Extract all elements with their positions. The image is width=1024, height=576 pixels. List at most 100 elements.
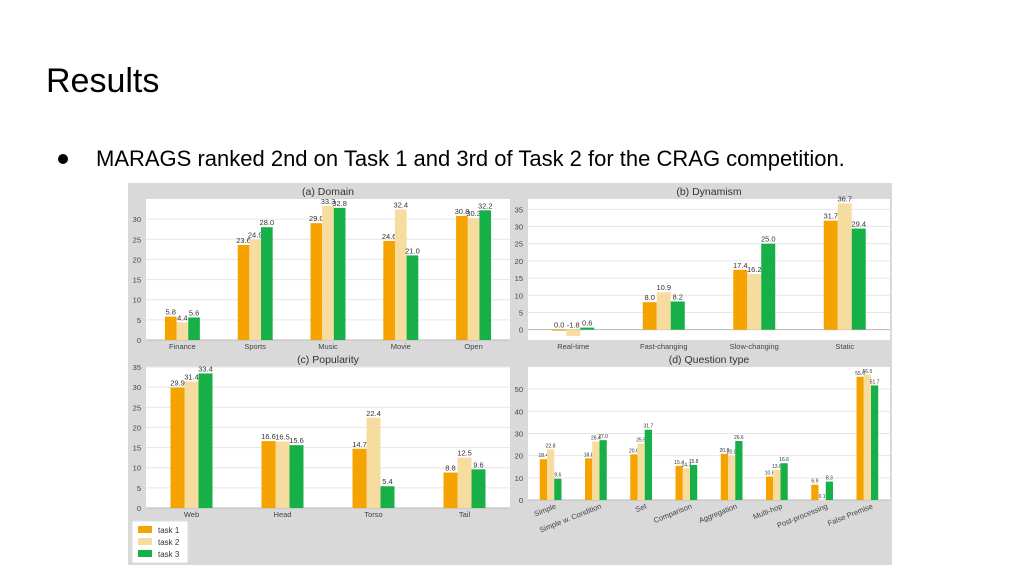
y-tick-label: 40 [515, 407, 523, 416]
bar-task-2 [637, 443, 645, 500]
data-label: 20.6 [629, 448, 639, 454]
bar-task-3 [333, 207, 346, 340]
bar-task-2 [275, 441, 290, 508]
legend-swatch [138, 526, 152, 533]
data-label: 33.3 [321, 197, 336, 206]
bar-task-2 [394, 209, 407, 340]
y-tick-label: 15 [515, 274, 523, 283]
legend-swatch [138, 550, 152, 557]
bar-task-3 [599, 440, 607, 500]
data-label: 29.4 [851, 220, 866, 229]
data-label: 29.9 [170, 379, 185, 388]
chart-title: (a) Domain [302, 186, 354, 198]
data-label: 29.0 [309, 214, 324, 223]
data-label: 16.6 [261, 432, 276, 441]
y-tick-label: 20 [133, 423, 141, 432]
data-label: 10.6 [765, 471, 775, 477]
data-label: 31.7 [643, 424, 653, 430]
bar-task-2 [366, 417, 381, 508]
data-label: 12.5 [457, 449, 472, 458]
bar-task-1 [823, 220, 838, 330]
y-tick-label: 25 [133, 403, 141, 412]
x-tick-label: Tail [459, 510, 471, 519]
bar-task-1 [164, 316, 177, 340]
bar-task-1 [856, 376, 864, 500]
data-label: 22.8 [546, 443, 556, 449]
x-tick-label: Movie [391, 342, 411, 351]
y-tick-label: 20 [133, 255, 141, 264]
y-tick-label: 5 [519, 308, 523, 317]
bar-task-3 [735, 441, 743, 500]
chart-title: (b) Dynamism [676, 186, 742, 198]
y-tick-label: 0 [137, 504, 141, 513]
data-label: 4.4 [177, 313, 187, 322]
data-label: 5.8 [166, 308, 176, 317]
data-label: 22.4 [366, 409, 381, 418]
data-label: 20.8 [720, 448, 730, 454]
y-tick-label: 5 [137, 484, 141, 493]
y-tick-label: 30 [133, 383, 141, 392]
x-tick-label: Aggregation [697, 502, 738, 525]
x-tick-label: Simple [533, 502, 558, 519]
data-label: 0.6 [582, 319, 592, 328]
x-tick-label: Multi-hop [752, 502, 784, 522]
data-label: 16.6 [779, 457, 789, 463]
bar-task-3 [188, 317, 200, 340]
data-label: 9.6 [554, 473, 561, 479]
bar-task-2 [837, 203, 852, 330]
bar-task-1 [630, 454, 638, 500]
data-label: 6.9 [811, 479, 818, 485]
bar-task-3 [689, 464, 698, 500]
data-label: 14.7 [352, 440, 367, 449]
bullet-item: MARAGS ranked 2nd on Task 1 and 3rd of T… [58, 146, 845, 172]
data-label: 14.3 [682, 462, 692, 468]
chart-panel-2: (b) Dynamism 0 5 10 15 20 25 30 35 0.0 -1.8 0.6 Real… [515, 186, 890, 351]
results-figure: (a) Domain 0 5 10 15 20 25 30 5.8 4.4 5.6 Finance 23… [128, 183, 892, 565]
y-tick-label: 35 [133, 363, 141, 372]
data-label: 8.8 [445, 464, 455, 473]
data-label: -1.8 [567, 321, 580, 330]
bar-task-3 [780, 463, 788, 500]
bar-task-1 [383, 240, 395, 340]
data-label: 10.9 [656, 283, 671, 292]
data-label: 32.4 [393, 200, 408, 209]
data-label: 15.6 [289, 436, 304, 445]
legend-swatch [138, 538, 152, 545]
x-tick-label: False Premise [826, 502, 874, 528]
bar-task-3 [825, 481, 833, 500]
y-tick-label: 0 [519, 326, 523, 335]
bar-task-1 [352, 448, 367, 508]
bar-task-2 [682, 468, 690, 500]
legend-label: task 1 [158, 526, 180, 535]
bar-task-3 [261, 227, 273, 340]
y-tick-label: 35 [515, 205, 523, 214]
data-label: 0.1 [819, 494, 826, 500]
y-tick-label: 10 [515, 291, 523, 300]
x-tick-label: Finance [169, 342, 196, 351]
y-tick-label: 30 [515, 430, 523, 439]
bar-task-2 [592, 441, 600, 500]
bar-task-1 [443, 472, 458, 508]
y-tick-label: 30 [515, 223, 523, 232]
data-label: 51.7 [870, 379, 880, 385]
bar-task-2 [728, 455, 736, 500]
data-label: 8.0 [645, 293, 655, 302]
data-label: 15.8 [689, 459, 699, 465]
data-label: 32.8 [332, 199, 347, 208]
data-label: 16.5 [275, 433, 290, 442]
bar-task-2 [656, 292, 671, 330]
bar-task-1 [456, 215, 468, 340]
x-tick-label: Comparison [652, 502, 693, 525]
y-tick-label: 25 [133, 235, 141, 244]
bar-task-3 [380, 486, 395, 508]
x-tick-label: Slow-changing [730, 342, 779, 351]
y-tick-label: 0 [137, 336, 141, 345]
data-label: 26.4 [591, 435, 601, 441]
bar-task-3 [479, 210, 492, 340]
x-tick-label: Static [835, 342, 854, 351]
legend-label: task 2 [158, 538, 180, 547]
data-label: 5.6 [189, 308, 199, 317]
data-label: 30.8 [455, 207, 470, 216]
bar-task-1 [310, 223, 323, 340]
data-label: 18.4 [539, 453, 549, 459]
